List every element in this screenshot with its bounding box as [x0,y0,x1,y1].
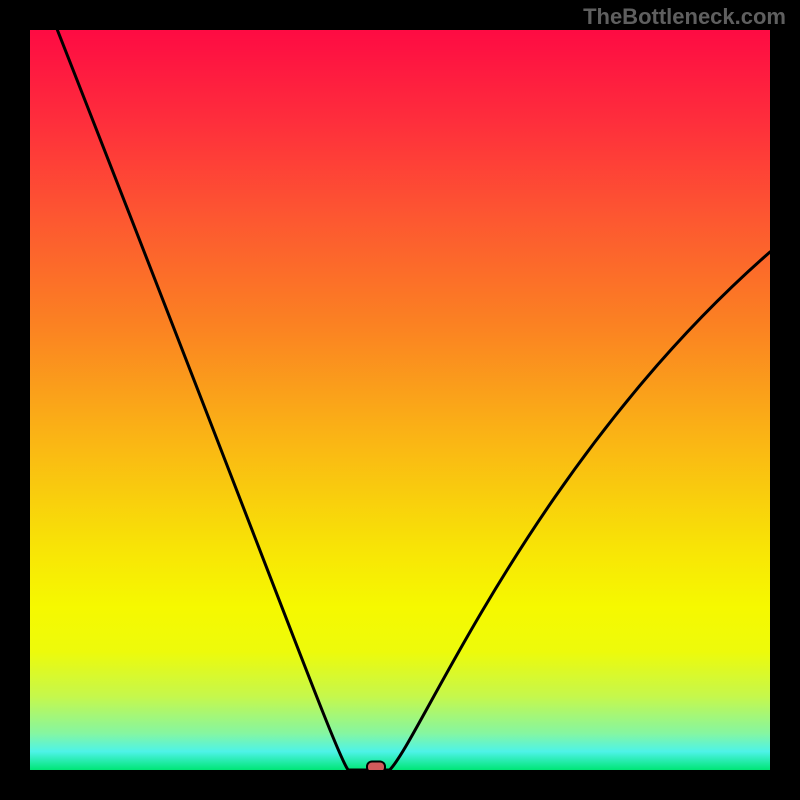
plot-area [30,30,770,770]
watermark-text: TheBottleneck.com [583,4,786,30]
bottleneck-curve [30,30,770,770]
optimal-point-marker [366,761,386,770]
